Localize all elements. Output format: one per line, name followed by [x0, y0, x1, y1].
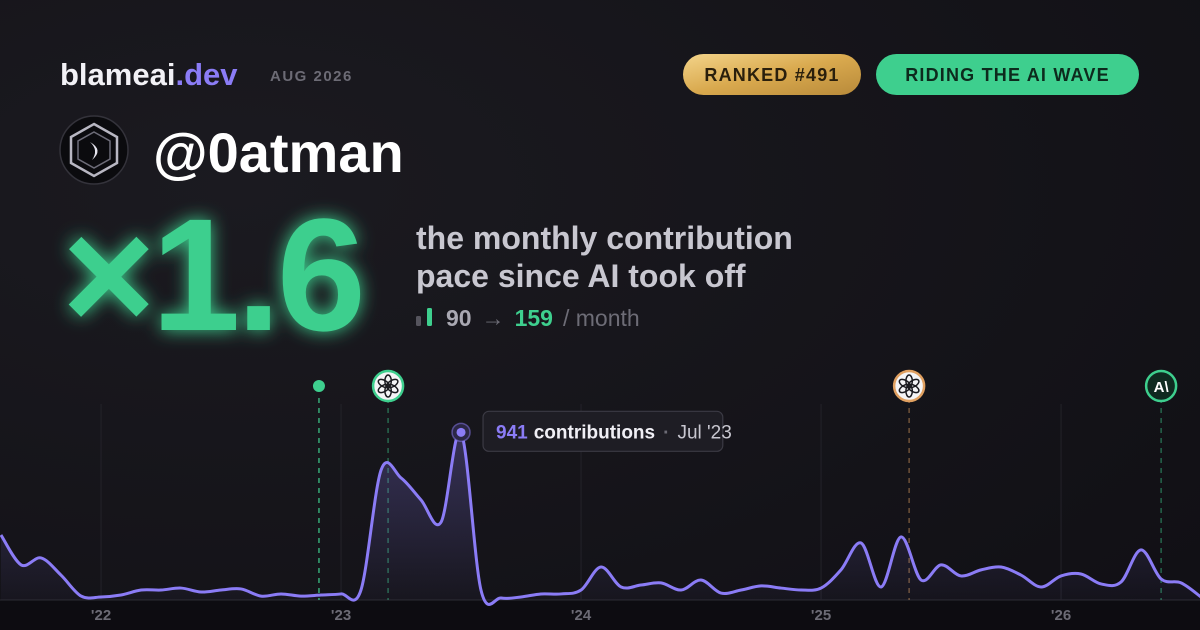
event-badge	[1144, 369, 1178, 403]
stat-icon-after	[427, 308, 432, 326]
brand-suffix: .dev	[175, 57, 238, 92]
avatar	[59, 115, 129, 185]
date: AUG 2026	[270, 68, 353, 85]
multiplier: ×1.6	[62, 185, 362, 364]
x-tick-label: '25	[811, 607, 831, 624]
tooltip-box	[482, 410, 724, 452]
headline-line2: pace since AI took off	[416, 258, 746, 294]
tooltip-date: Jul '23	[677, 422, 731, 443]
headline-line1: the monthly contribution	[416, 220, 793, 256]
x-tick-label: '22	[91, 607, 111, 624]
tooltip: 941 contributions · Jul '23	[496, 422, 732, 443]
event-logo-petal	[898, 378, 911, 389]
event-logo-petal	[377, 378, 390, 389]
event-badge	[892, 369, 926, 403]
status-badge: RIDING THE AI WAVE	[905, 65, 1110, 85]
stats: 90 → 159 / month	[446, 305, 640, 331]
axis-band	[0, 600, 1200, 630]
tooltip-separator: ·	[663, 422, 669, 443]
x-tick-label: '23	[331, 607, 351, 624]
peak-dot	[456, 427, 466, 437]
tooltip-label: contributions	[534, 422, 655, 443]
stat-icon-before	[416, 316, 421, 326]
brand: blameai.dev	[60, 57, 238, 92]
stat-after: 159	[515, 305, 553, 331]
line	[0, 430, 1200, 606]
x-tick-label: '26	[1051, 607, 1071, 624]
username: @0atman	[153, 121, 404, 184]
status-badge-bg	[876, 54, 1139, 95]
tooltip-value: 941	[496, 422, 528, 443]
stat-unit: / month	[563, 305, 640, 331]
event-badge	[371, 369, 405, 403]
stat-arrow: →	[482, 305, 505, 331]
area	[0, 431, 1200, 605]
rank-badge: RANKED #491	[704, 65, 839, 85]
brand-name: blameai	[60, 57, 175, 92]
x-tick-label: '24	[571, 607, 592, 624]
stat-before: 90	[446, 305, 472, 331]
event-label: A\	[1154, 379, 1170, 396]
rank-badge-bg	[683, 54, 861, 95]
event-dot	[312, 380, 325, 392]
